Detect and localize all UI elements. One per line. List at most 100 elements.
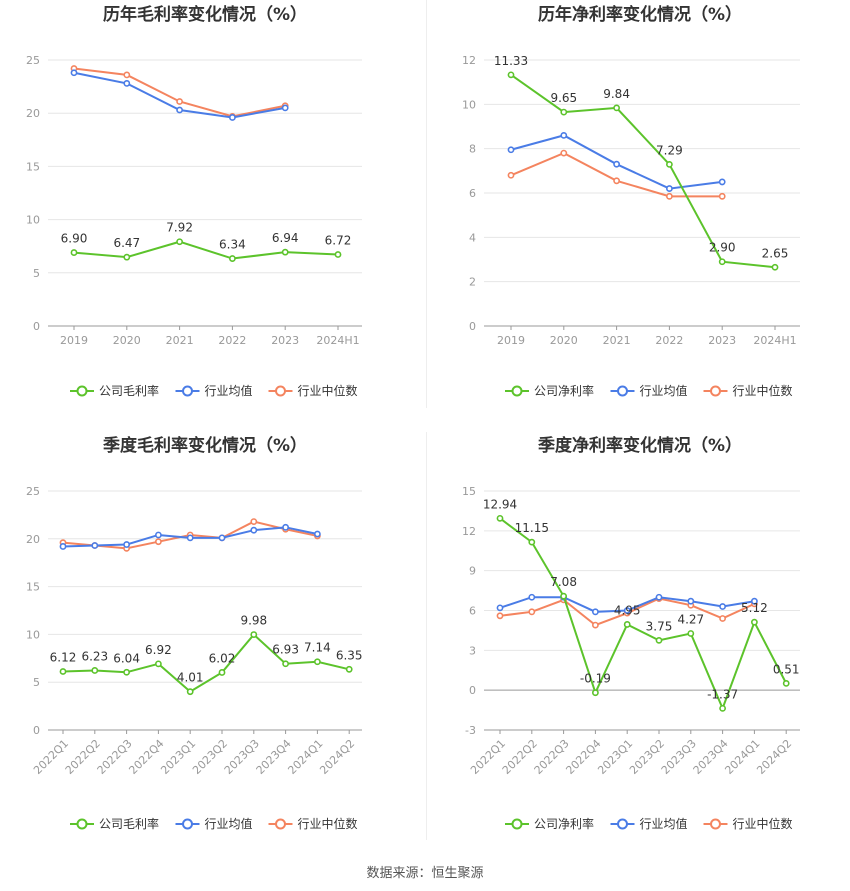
data-point: [507, 146, 515, 154]
y-tick-label: 5: [33, 267, 40, 280]
chart-panel-2: 历年净利率变化情况（%） 0 2 4 6 8 10 12 2019 2020 2021 2022 202…: [462, 4, 800, 398]
data-label: 6.23: [81, 649, 108, 663]
legend-label: 公司毛利率: [99, 383, 159, 398]
data-point: [528, 608, 536, 616]
y-tick-label: 20: [26, 533, 40, 546]
data-label: -0.19: [580, 672, 611, 686]
y-tick-label: 0: [33, 724, 40, 737]
x-tick-label: 2024Q2: [754, 737, 794, 777]
y-tick-label: 0: [33, 320, 40, 333]
series-line: [62, 633, 350, 693]
legend-label: 行业中位数: [298, 816, 358, 831]
legend-item: 行业均值: [610, 816, 688, 831]
legend-item: 行业均值: [610, 383, 688, 398]
data-point: [218, 669, 226, 676]
data-point: [91, 542, 99, 549]
data-point: [782, 679, 790, 687]
data-point: [655, 636, 663, 644]
y-tick-label: 15: [462, 485, 476, 498]
data-point: [176, 98, 183, 105]
data-point: [719, 615, 726, 622]
data-point: [592, 608, 599, 616]
data-point: [334, 251, 342, 258]
data-label: 5.12: [741, 601, 768, 615]
data-point: [666, 192, 673, 200]
data-point: [154, 538, 162, 546]
y-tick-label: 4: [469, 231, 476, 244]
data-point: [528, 593, 536, 601]
data-point: [186, 534, 194, 542]
legend-label: 行业中位数: [733, 383, 793, 398]
legend-swatch-marker: [710, 818, 721, 830]
data-label: 9.84: [603, 87, 630, 101]
legend-label: 公司毛利率: [99, 816, 159, 831]
data-label: 6.02: [209, 651, 236, 665]
legend-item: 公司毛利率: [70, 383, 159, 398]
y-tick-label: 12: [462, 54, 476, 67]
data-label: 11.33: [494, 54, 528, 68]
data-point: [176, 238, 183, 246]
data-label: 3.75: [646, 619, 673, 633]
data-point: [281, 248, 289, 256]
data-point: [771, 263, 779, 271]
data-point: [496, 604, 504, 612]
y-tick-label: 25: [26, 54, 40, 67]
data-label: 7.29: [656, 143, 683, 157]
data-point: [123, 541, 130, 548]
series-line: [499, 517, 788, 712]
x-tick-label: 2024H1: [316, 334, 359, 347]
data-point: [718, 178, 726, 186]
legend-label: 行业中位数: [733, 816, 793, 831]
data-point: [751, 618, 758, 626]
data-label: -1.37: [707, 687, 738, 701]
y-tick-label: 10: [462, 98, 476, 111]
data-point: [123, 80, 131, 87]
data-point: [70, 69, 78, 77]
data-label: 6.47: [113, 236, 140, 250]
data-point: [186, 688, 194, 696]
data-point: [560, 592, 567, 600]
legend-swatch-marker: [275, 385, 286, 397]
data-label: 6.12: [50, 650, 77, 664]
x-tick-label: 2020: [550, 334, 578, 347]
data-point: [560, 149, 568, 157]
data-point: [687, 597, 695, 605]
data-point: [250, 518, 258, 525]
legend-label: 行业均值: [205, 816, 253, 831]
data-label: 6.93: [272, 643, 299, 657]
legend-label: 行业中位数: [298, 383, 358, 398]
x-tick-label: 2022: [218, 334, 246, 347]
data-label: 7.92: [166, 221, 193, 235]
y-tick-label: 15: [26, 581, 40, 594]
data-point: [281, 104, 289, 112]
panel-divider-bottom: [426, 432, 427, 840]
y-tick-label: 0: [469, 684, 476, 697]
y-tick-label: -3: [465, 724, 476, 737]
data-point: [528, 538, 536, 546]
data-point: [228, 255, 236, 262]
chart-panel-3: 季度毛利率变化情况（%）05101520252022Q12022Q22022Q3…: [26, 435, 363, 831]
data-point: [250, 631, 258, 638]
data-point: [250, 526, 258, 534]
data-point: [560, 108, 568, 116]
x-tick-label: 2024H1: [753, 334, 796, 347]
chart-title: 历年净利率变化情况（%）: [538, 4, 742, 25]
source-note: 数据来源：恒生聚源: [366, 866, 484, 881]
chart-panel-1: 历年毛利率变化情况（%） 0 5 10 15 20 25 2019 2020 2021 2022 20…: [26, 4, 362, 398]
data-label: 6.94: [272, 231, 299, 245]
data-point: [507, 171, 515, 179]
data-point: [623, 621, 631, 628]
legend-label: 行业均值: [640, 383, 688, 398]
y-tick-label: 12: [462, 525, 476, 538]
data-point: [496, 612, 504, 620]
legend-label: 公司净利率: [534, 383, 594, 398]
y-tick-label: 2: [469, 276, 476, 289]
legend-label: 公司净利率: [534, 816, 594, 831]
y-tick-label: 3: [469, 644, 476, 657]
data-label: 4.01: [177, 671, 204, 685]
y-tick-label: 6: [469, 187, 476, 200]
legend-item: 行业均值: [175, 383, 253, 398]
data-point: [345, 665, 353, 673]
data-label: 6.35: [336, 648, 363, 662]
